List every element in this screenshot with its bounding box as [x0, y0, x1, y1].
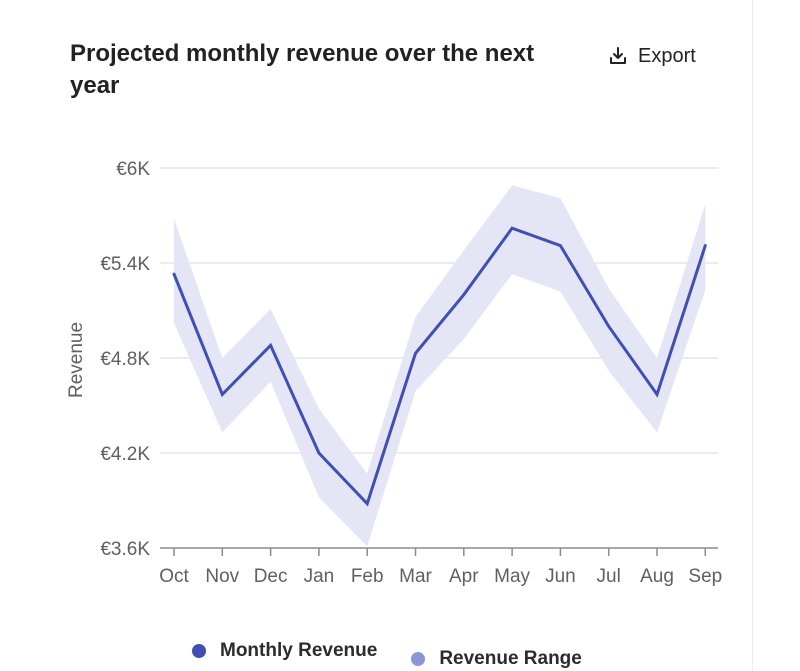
y-tick-label: €5.4K — [100, 254, 150, 275]
x-tick-label-feb: Feb — [351, 566, 384, 587]
x-tick-label-dec: Dec — [254, 566, 288, 587]
export-label: Export — [638, 44, 696, 67]
x-tick-label-sep: Sep — [688, 566, 722, 587]
x-tick-label-jan: Jan — [304, 566, 335, 587]
y-tick-label: €6K — [116, 159, 150, 180]
y-tick-label: €4.8K — [100, 349, 150, 370]
legend-swatch-revenue-range — [411, 652, 426, 666]
monthly-revenue-line — [172, 226, 707, 507]
chart-legend: Monthly Revenue Revenue Range — [192, 632, 582, 669]
export-button[interactable]: Export — [602, 40, 702, 72]
x-tick-label-oct: Oct — [159, 566, 189, 587]
y-tick-label: €3.6K — [100, 539, 150, 560]
x-tick-label-may: May — [494, 566, 530, 587]
x-tick-label-jun: Jun — [545, 566, 576, 587]
x-tick-label-aug: Aug — [640, 566, 674, 587]
revenue-range-band — [174, 185, 706, 547]
legend-item-revenue-range[interactable]: Revenue Range — [411, 648, 582, 670]
x-tick-label-jul: Jul — [597, 566, 621, 587]
revenue-line-chart: €3.6K €4.2K €4.8K €5.4K €6K Revenue Oct Nov Dec J… — [66, 159, 722, 587]
legend-label-monthly-revenue: Monthly Revenue — [220, 640, 378, 661]
x-tick-label-nov: Nov — [205, 566, 239, 587]
y-axis-title: Revenue — [66, 322, 87, 398]
download-icon — [610, 47, 626, 64]
chart-card: Projected monthly revenue over the next … — [66, 0, 753, 671]
x-tick-label-apr: Apr — [449, 566, 479, 587]
legend-label-revenue-range: Revenue Range — [439, 648, 582, 669]
legend-item-monthly-revenue[interactable]: Monthly Revenue — [192, 640, 377, 662]
legend-swatch-monthly-revenue — [192, 644, 206, 658]
y-tick-label: €4.2K — [100, 444, 150, 465]
chart-title: Projected monthly revenue over the next … — [70, 40, 535, 99]
x-tick-label-mar: Mar — [399, 566, 432, 587]
